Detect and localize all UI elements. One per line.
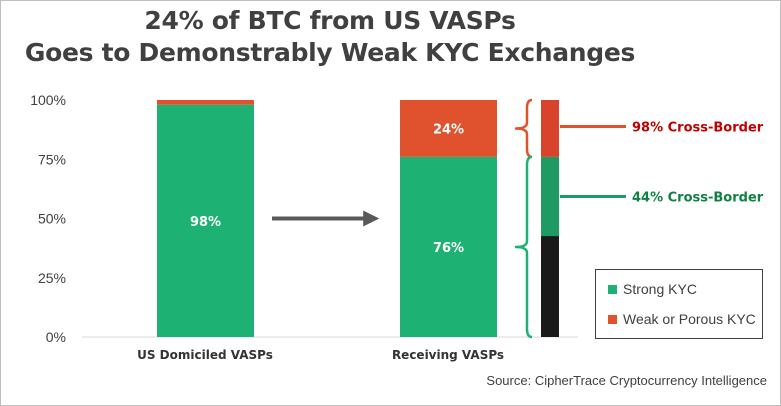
bar-strong-kyc-1 (400, 156, 497, 337)
legend: Strong KYC Weak or Porous KYC (595, 269, 763, 339)
bar-data-label: 24% (433, 122, 464, 137)
legend-label-weak-kyc: Weak or Porous KYC (623, 311, 756, 327)
legend-swatch-strong-kyc (608, 284, 617, 294)
legend-item-weak-kyc: Weak or Porous KYC (608, 310, 756, 328)
breakdown-strong-cross-border-segment (541, 156, 559, 237)
bar-data-label: 98% (190, 215, 221, 230)
source-note: Source: CipherTrace Cryptocurrency Intel… (486, 373, 767, 388)
brace-weak-kyc (514, 98, 533, 159)
legend-label-strong-kyc: Strong KYC (623, 281, 697, 297)
chart-title-line-1: 24% of BTC from US VASPs (144, 6, 516, 35)
annotation-weak-cross-border: 98% Cross-Border (632, 120, 764, 135)
bar-strong-kyc-0 (157, 104, 254, 338)
y-tick-label: 0% (46, 329, 66, 345)
legend-item-strong-kyc: Strong KYC (608, 280, 697, 298)
brace-strong-kyc (514, 155, 533, 339)
y-tick-label: 100% (30, 92, 66, 108)
chart-title-line-2: Goes to Demonstrably Weak KYC Exchanges (24, 38, 636, 67)
bar-weak-kyc-1 (400, 100, 497, 157)
bar-data-label: 76% (433, 241, 464, 256)
x-category-label: US Domiciled VASPs (137, 348, 273, 362)
breakdown-layer (541, 100, 559, 337)
annotation-strong-cross-border: 44% Cross-Border (632, 190, 764, 205)
breakdown-domestic-segment (541, 236, 559, 337)
bars-layer: 98% 76% 24% (157, 100, 497, 338)
bar-weak-kyc-0 (157, 100, 254, 105)
breakdown-weak-cross-border-segment (541, 100, 559, 157)
y-tick-label: 25% (38, 270, 66, 286)
y-tick-label: 50% (38, 211, 66, 227)
decor-layer: 98% Cross-Border 44% Cross-Border (272, 98, 764, 339)
legend-swatch-weak-kyc (608, 314, 617, 324)
axis-layer: 0% 25% 50% 75% 100% US Domiciled VASPs Receivi… (30, 92, 578, 362)
x-category-label: Receiving VASPs (392, 348, 504, 362)
y-tick-label: 75% (38, 151, 66, 167)
